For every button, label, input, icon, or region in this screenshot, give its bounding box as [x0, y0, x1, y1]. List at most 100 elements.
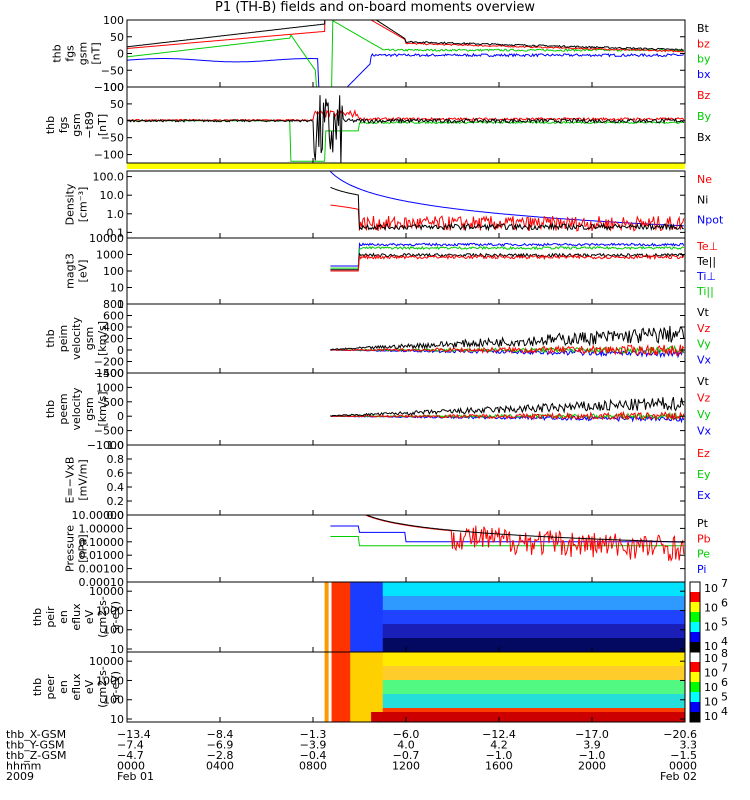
legend-te⊥: Te⊥	[696, 240, 718, 253]
y-axis-label: sr-eV)	[109, 671, 122, 703]
y-axis-label: thb	[44, 400, 57, 418]
trace-Vt	[330, 325, 685, 351]
trace-Npot	[330, 171, 684, 227]
ephemeris-value: 1600	[485, 760, 513, 773]
legend-vx: Vx	[697, 353, 712, 366]
spectrogram-low-band	[371, 712, 685, 722]
ephemeris-label: thb_X-GSM	[6, 728, 66, 741]
colorbar-exponent: 8	[721, 647, 728, 660]
trace-By	[127, 120, 685, 162]
plot-area	[127, 20, 684, 87]
ephemeris-value: −7.4	[117, 739, 144, 752]
y-axis-label: eV	[83, 679, 96, 694]
y-tick-label: 50	[110, 31, 124, 44]
plot-area	[324, 582, 685, 652]
y-axis-label: (cm2-s-	[96, 596, 109, 638]
y-tick-label: 10000	[89, 232, 124, 245]
colorbar-label: 10	[704, 667, 718, 680]
colorbar-exponent: 4	[721, 705, 728, 718]
legend-vt: Vt	[697, 375, 710, 388]
trace-Te-perp	[330, 254, 685, 272]
spectrogram-band	[382, 652, 685, 666]
trace-Vt	[330, 396, 685, 417]
colorbar-segment	[690, 712, 700, 723]
y-axis-label: gsm	[77, 42, 90, 65]
y-axis-label: E=−VxB	[64, 457, 77, 504]
panel-8: 10.000001.000000.100000.010000.001000.00…	[64, 509, 711, 589]
plot-area	[330, 242, 685, 272]
y-tick-label: 0.0	[107, 509, 125, 522]
y-tick-label: −1000	[87, 439, 124, 452]
y-axis-label: fgs	[64, 45, 77, 62]
y-tick-label: 800	[103, 298, 124, 311]
y-tick-label: 100.0	[93, 171, 125, 184]
spectrogram-band	[382, 596, 685, 610]
legend-ne: Ne	[697, 173, 712, 186]
panel-10: 10000 1000 100 10 thb peer en eflux eV (cm2-s-sr-…	[31, 647, 728, 726]
trace-bx	[127, 52, 684, 87]
y-axis-label: thb	[51, 44, 64, 62]
colorbar-exponent: 5	[721, 616, 728, 629]
spectrogram-band	[382, 610, 685, 624]
y-tick-label: 1000	[96, 674, 124, 687]
quality-bar	[127, 163, 685, 169]
ephemeris-value: −0.7	[393, 749, 420, 762]
y-tick-label: 1500	[96, 367, 124, 380]
y-tick-label: 1.0	[107, 439, 125, 452]
y-tick-label: 0	[117, 344, 124, 357]
y-tick-label: 1.00000	[79, 522, 125, 535]
legend-vz: Vz	[697, 322, 711, 335]
y-tick-label: 1000	[96, 381, 124, 394]
y-axis-label: velocity	[70, 387, 83, 430]
colorbar-label: 10	[704, 601, 718, 614]
legend-npot: Npot	[697, 214, 724, 227]
legend-by: By	[697, 110, 712, 123]
y-axis-label: peer	[44, 674, 57, 700]
legend-bz: Bz	[697, 89, 711, 102]
panel-3: 100.0 10.0 1.0 0.1 Density [cm⁻³] Ne Ni Npot	[64, 170, 724, 239]
trace-Pb	[364, 515, 685, 563]
y-axis-label: velocity	[70, 317, 83, 360]
panel-2: 100 50 0 −50 −100 thb fgs gsm −t89 [nT] Bz By Bx	[44, 81, 712, 169]
trace-by	[127, 20, 684, 87]
trace-Bz	[127, 109, 685, 122]
y-tick-label: 1000	[96, 604, 124, 617]
spectrogram-band	[382, 582, 685, 596]
panel-frame	[126, 19, 686, 88]
y-axis-label: magt3	[64, 253, 77, 289]
colorbar-segment	[690, 612, 700, 623]
legend-by: by	[697, 53, 711, 66]
y-tick-label: 0.00100	[79, 563, 125, 576]
colorbar-label: 10	[704, 621, 718, 634]
trace-Pe	[330, 536, 684, 547]
trace-Ne	[330, 204, 685, 232]
spectrogram-column	[331, 652, 351, 722]
ephemeris-table: thb_X-GSM −13.4 −8.4 −1.3 −6.0 −12.4 −17.0 −20.…	[6, 728, 697, 783]
colorbar-label: 10	[704, 681, 718, 694]
ephemeris-value: 0800	[299, 760, 327, 773]
ephemeris-value: −1.0	[486, 749, 513, 762]
y-tick-label: 0.10000	[79, 536, 125, 549]
spectrogram-column	[331, 582, 351, 652]
panel-1: 100 50 0 −50 −100 thb fgs gsm [nT] Bt bz by bx	[51, 14, 711, 94]
ephemeris-value: −17.0	[575, 728, 609, 741]
legend-te||: Te||	[696, 255, 716, 268]
y-tick-label: 100	[103, 265, 124, 278]
legend-ti⊥: Ti⊥	[696, 270, 716, 283]
colorbar-frame	[689, 651, 701, 723]
ephemeris-value: 0400	[206, 760, 234, 773]
legend-vx: Vx	[697, 425, 712, 438]
ephemeris-value: −13.4	[117, 728, 151, 741]
legend-ti||: Ti||	[696, 285, 714, 298]
spectrogram-column	[324, 582, 329, 652]
y-axis-label: [nT]	[90, 42, 103, 64]
colorbar-exponent: 7	[721, 577, 728, 590]
y-axis-label: sr-eV)	[109, 601, 122, 633]
y-tick-label: −100	[94, 149, 124, 162]
panel-9: 10000 1000 100 10 thb peir en eflux eV (cm2-s-sr-…	[31, 577, 728, 656]
y-tick-label: 10	[110, 713, 124, 726]
ephemeris-value: −1.0	[579, 749, 606, 762]
ephemeris-value: 0000	[117, 760, 145, 773]
